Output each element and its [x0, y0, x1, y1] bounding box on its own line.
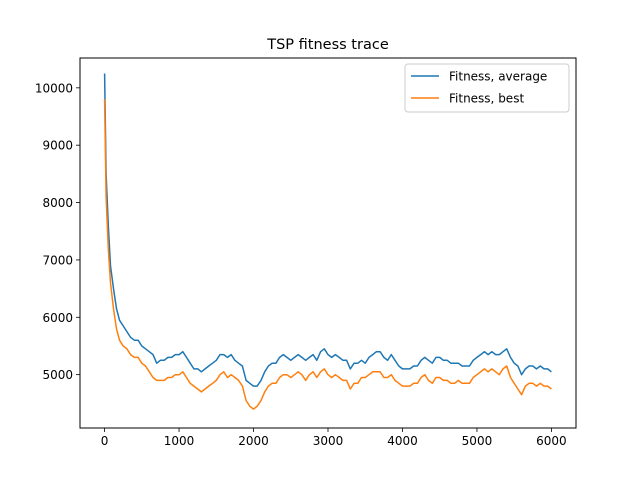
legend: Fitness, average Fitness, best: [404, 63, 570, 113]
x-tick-label: 5000: [462, 434, 493, 448]
y-tick-label: 5000: [42, 368, 73, 382]
y-tick-label: 7000: [42, 253, 73, 267]
legend-label: Fitness, average: [449, 70, 547, 84]
series-line-average: [103, 73, 552, 387]
y-tick-label: 10000: [35, 81, 73, 95]
y-tick-label: 6000: [42, 311, 73, 325]
y-tick-label: 8000: [42, 196, 73, 210]
y-tick-label: 9000: [42, 139, 73, 153]
plot-area: [103, 73, 552, 410]
x-tick-label: 2000: [238, 434, 269, 448]
x-tick-label: 0: [101, 434, 109, 448]
x-tick-label: 4000: [387, 434, 418, 448]
y-axis: 5000 6000 7000 8000 9000 10000: [35, 81, 80, 382]
legend-label: Fitness, best: [449, 92, 524, 106]
x-axis: 0 1000 2000 3000 4000 5000 6000: [101, 428, 567, 448]
x-tick-label: 3000: [313, 434, 344, 448]
chart-title: TSP fitness trace: [266, 37, 389, 53]
x-tick-label: 1000: [164, 434, 195, 448]
x-tick-label: 6000: [536, 434, 567, 448]
legend-box: [404, 63, 570, 113]
series-line-best: [103, 99, 552, 410]
axes-frame: [79, 57, 577, 429]
